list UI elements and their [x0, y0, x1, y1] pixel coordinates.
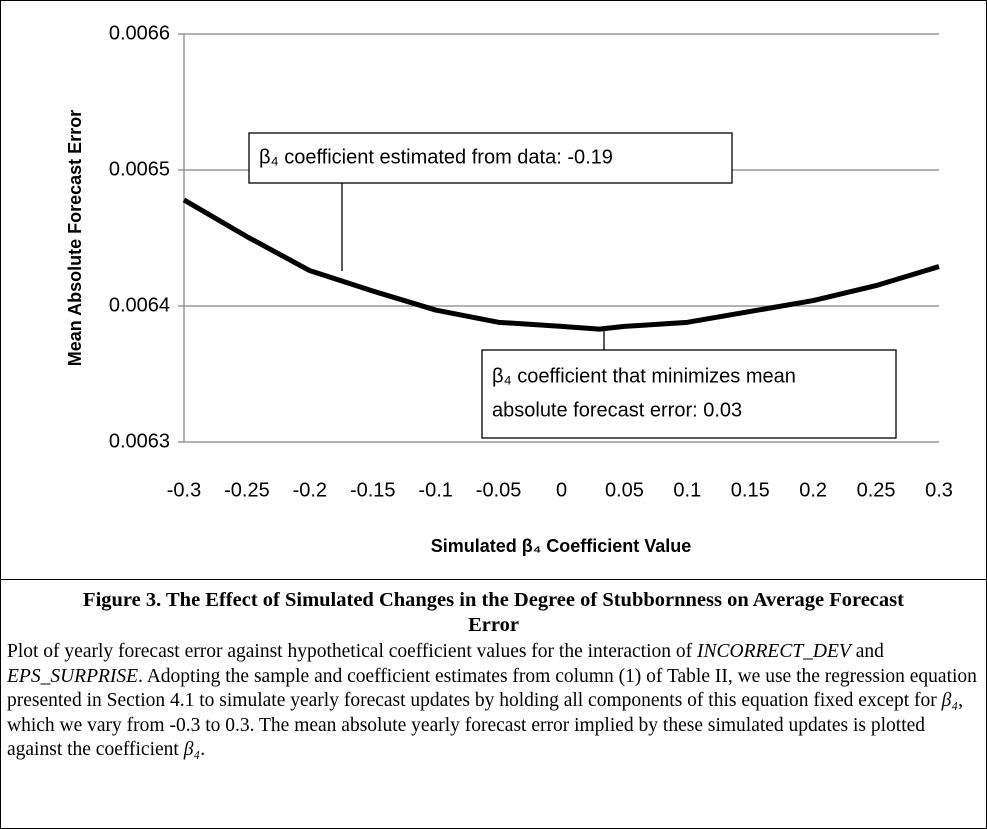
y-tick-label: 0.0065: [109, 158, 170, 180]
caption-text: β₄: [941, 690, 959, 711]
y-tick-label: 0.0063: [109, 430, 170, 452]
x-tick-label: 0.15: [731, 479, 770, 501]
x-tick-label: -0.3: [167, 479, 201, 501]
y-axis-label: Mean Absolute Forecast Error: [65, 110, 85, 366]
caption-text: Plot of yearly forecast error against hy…: [7, 641, 697, 662]
x-tick-label: 0.1: [673, 479, 701, 501]
x-tick-label: 0.05: [605, 479, 644, 501]
x-tick-label: 0.2: [799, 479, 827, 501]
x-axis-label: Simulated β₄ Coefficient Value: [431, 536, 692, 556]
x-tick-label: -0.25: [224, 479, 270, 501]
y-tick-label: 0.0066: [109, 22, 170, 44]
caption: Figure 3. The Effect of Simulated Change…: [1, 579, 986, 763]
caption-text: EPS_SURPRISE: [7, 665, 139, 687]
x-tick-label: -0.1: [418, 479, 452, 501]
annotation-text: absolute forecast error: 0.03: [492, 399, 742, 421]
caption-text: and: [850, 641, 884, 662]
annotation-text: β₄ coefficient that minimizes mean: [492, 365, 796, 387]
annotation-box: [248, 132, 733, 184]
x-tick-label: 0.3: [925, 479, 953, 501]
x-tick-label: -0.2: [293, 479, 327, 501]
caption-text: . Adopting the sample and coefficient es…: [7, 665, 977, 712]
caption-title: Figure 3. The Effect of Simulated Change…: [83, 589, 904, 636]
x-tick-label: 0: [556, 479, 567, 501]
annotation-box: [481, 349, 897, 439]
x-tick-label: 0.25: [857, 479, 896, 501]
caption-text: INCORRECT_DEV: [697, 641, 851, 662]
chart: Mean Absolute Forecast Error Simulated β…: [65, 22, 953, 556]
caption-text: , which we vary from -0.3 to 0.3. The me…: [7, 690, 964, 760]
x-tick-label: -0.05: [476, 479, 522, 501]
x-tick-label: -0.15: [350, 479, 396, 501]
data-line: [182, 197, 940, 332]
caption-body: Plot of yearly forecast error against hy…: [1, 638, 986, 763]
caption-text: .: [200, 739, 206, 760]
caption-text: β₄: [183, 739, 201, 760]
y-tick-label: 0.0064: [109, 294, 170, 316]
annotation-text: β₄ coefficient estimated from data: -0.1…: [259, 146, 613, 168]
